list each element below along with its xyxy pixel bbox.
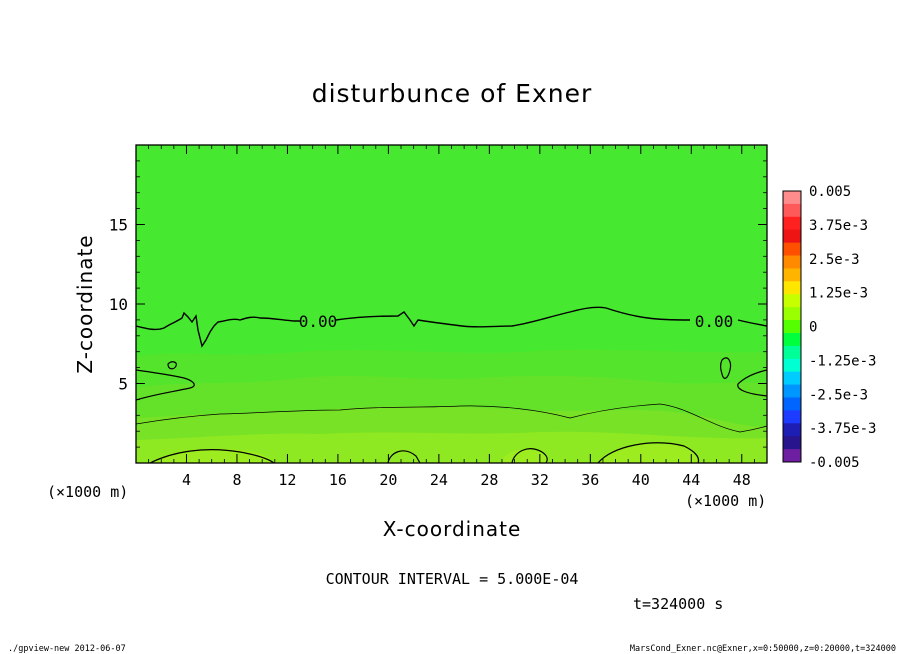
- y-tick-label: 10: [109, 295, 128, 314]
- colorbar-label: 2.5e-3: [809, 252, 860, 268]
- x-axis-ticks: 4 8 12 16 20 24 28 32 36 40 44 48: [148, 145, 755, 489]
- colorbar-swatch: [783, 229, 801, 244]
- contour-mid-thin: [136, 403, 767, 433]
- colorbar-label: -2.5e-3: [809, 387, 868, 403]
- colorbar-swatch: [783, 332, 801, 347]
- colorbar-swatch: [783, 320, 801, 334]
- colorbar-label: -3.75e-3: [809, 421, 876, 437]
- x-tick-label: 48: [733, 471, 751, 489]
- y-axis-unit: (×1000 m): [47, 483, 128, 501]
- x-tick-label: 40: [632, 471, 650, 489]
- contour-bottom-bump-3: [511, 448, 548, 463]
- contour-right-loop: [719, 357, 732, 379]
- colorbar-swatch: [783, 384, 801, 398]
- colorbar-label: 1.25e-3: [809, 286, 868, 302]
- colorbar-label: 0: [809, 320, 817, 336]
- colorbar: [783, 191, 801, 463]
- footer-left: ./gpview-new 2012-06-07: [8, 644, 126, 654]
- contour-label-left: 0.00: [299, 312, 338, 331]
- x-tick-label: 20: [379, 471, 397, 489]
- y-axis-label: Z-coordinate: [73, 234, 97, 373]
- contour-small-loop-1: [167, 361, 177, 370]
- colorbar-swatch: [783, 191, 801, 205]
- colorbar-swatch: [783, 268, 801, 282]
- colorbar-labels: 0.005 3.75e-3 2.5e-3 1.25e-3 0 -1.25e-3 -2.5e-…: [809, 184, 876, 471]
- contour-bottom-bump-1: [149, 449, 275, 463]
- y-tick-label: 5: [118, 375, 128, 394]
- x-tick-label: 16: [329, 471, 347, 489]
- contour-right-lobe: [737, 369, 767, 397]
- x-tick-label: 24: [430, 471, 448, 489]
- x-axis-unit: (×1000 m): [685, 492, 766, 510]
- colorbar-swatch: [783, 242, 801, 257]
- time-text: t=324000 s: [633, 595, 723, 613]
- y-tick-label: 15: [109, 216, 128, 235]
- colorbar-swatch: [783, 345, 801, 360]
- colorbar-swatch: [783, 397, 801, 411]
- colorbar-swatch: [783, 436, 801, 450]
- colorbar-swatch: [783, 449, 801, 463]
- colorbar-swatch: [783, 294, 801, 308]
- contour-interval-text: CONTOUR INTERVAL = 5.000E-04: [326, 570, 579, 588]
- x-tick-label: 8: [232, 471, 241, 489]
- colorbar-label: -1.25e-3: [809, 353, 876, 369]
- colorbar-swatch: [783, 216, 801, 231]
- x-tick-label: 12: [278, 471, 296, 489]
- contour-fill: [136, 145, 767, 463]
- colorbar-swatch: [783, 358, 801, 373]
- colorbar-swatch: [783, 371, 801, 386]
- colorbar-swatch: [783, 203, 801, 218]
- colorbar-frame: [782, 190, 802, 463]
- colorbar-label: 0.005: [809, 184, 851, 200]
- contour-bottom-bump-2: [387, 450, 421, 463]
- x-tick-label: 28: [480, 471, 498, 489]
- chart-title: disturbunce of Exner: [312, 79, 593, 108]
- y-axis-ticks: 5 10 15: [109, 160, 767, 448]
- contour-left-lobe: [136, 369, 195, 401]
- contour-label-right: 0.00: [695, 312, 734, 331]
- contour-bottom-bump-4: [597, 442, 700, 463]
- colorbar-label: -0.005: [809, 455, 860, 471]
- colorbar-swatch: [783, 255, 801, 269]
- colorbar-swatch: [783, 281, 801, 295]
- colorbar-swatch: [783, 307, 801, 321]
- band-lower-5: [150, 443, 699, 463]
- footer-right: MarsCond_Exner.nc@Exner,x=0:50000,z=0:20…: [630, 644, 896, 654]
- x-tick-label: 36: [581, 471, 599, 489]
- contour-lines: [136, 306, 767, 463]
- colorbar-swatch: [783, 410, 801, 424]
- x-tick-label: 44: [682, 471, 700, 489]
- x-axis-label: X-coordinate: [383, 517, 522, 541]
- colorbar-swatch: [783, 423, 801, 437]
- contour-zero-line: [136, 306, 767, 348]
- x-tick-label: 32: [531, 471, 549, 489]
- colorbar-label: 3.75e-3: [809, 218, 868, 234]
- x-tick-label: 4: [182, 471, 191, 489]
